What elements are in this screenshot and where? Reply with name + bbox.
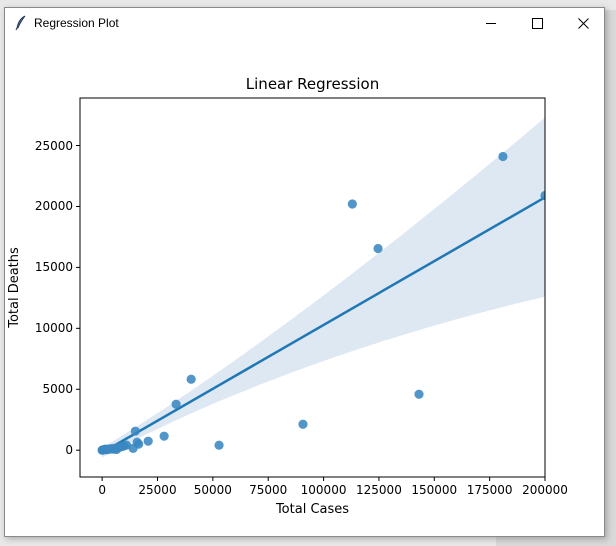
feather-icon: [15, 15, 27, 31]
maximize-icon: [531, 17, 543, 29]
x-tick-label: 75000: [249, 483, 288, 497]
title-bar[interactable]: Regression Plot: [5, 8, 604, 38]
y-tick-label: 20000: [34, 199, 73, 214]
confidence-band: [102, 117, 545, 458]
x-tick-label: 200000: [522, 483, 568, 497]
data-point: [143, 436, 153, 446]
x-tick-label: 100000: [300, 483, 347, 497]
minimize-button[interactable]: [468, 8, 514, 38]
close-icon: [577, 17, 589, 29]
data-point: [414, 389, 424, 399]
y-axis-label: Total Deaths: [6, 246, 22, 328]
x-tick-label: 50000: [193, 483, 232, 497]
data-point: [298, 419, 308, 429]
minimize-icon: [485, 22, 496, 24]
x-tick-label: 25000: [138, 483, 177, 497]
close-button[interactable]: [560, 8, 606, 38]
data-point: [214, 440, 224, 450]
regression-line: [101, 196, 545, 454]
data-point: [373, 243, 383, 254]
x-tick-label: 175000: [466, 483, 513, 497]
y-tick-label: 10000: [34, 321, 73, 336]
data-point: [171, 399, 181, 409]
chart-title: Linear Regression: [245, 75, 380, 93]
x-tick-label: 125000: [356, 483, 402, 497]
maximize-button[interactable]: [514, 8, 560, 38]
window-title: Regression Plot: [34, 16, 119, 30]
data-point: [134, 439, 144, 449]
y-tick-label: 5000: [42, 382, 73, 397]
data-point: [540, 190, 545, 201]
y-tick-label: 25000: [34, 138, 73, 153]
y-tick-label: 0: [65, 443, 73, 458]
plot-content: [97, 117, 545, 458]
x-tick-label: 0: [98, 483, 106, 497]
data-point: [159, 431, 169, 441]
data-point: [186, 374, 196, 384]
y-tick-label: 15000: [34, 260, 73, 275]
data-point: [347, 199, 357, 209]
x-axis-label: Total Cases: [275, 502, 350, 517]
data-point: [130, 426, 140, 436]
axes-frame: [79, 97, 546, 478]
data-point: [498, 151, 508, 162]
x-tick-label: 150000: [411, 483, 458, 497]
